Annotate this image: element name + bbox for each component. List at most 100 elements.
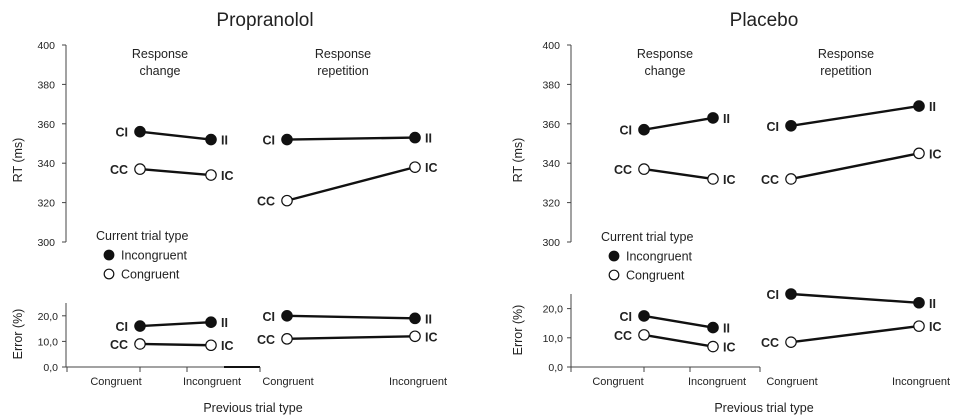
rt-y-tick-label: 400 bbox=[37, 40, 55, 52]
rt-point-label-ii: II bbox=[425, 132, 432, 146]
condition-label-response-change: change bbox=[139, 64, 180, 78]
placebo-title: Placebo bbox=[730, 10, 799, 31]
rt-point-ci bbox=[281, 133, 293, 146]
legend-title: Current trial type bbox=[601, 230, 693, 244]
legend-entry-incongruent: Incongruent bbox=[121, 249, 188, 263]
rt-point-label-cc: CC bbox=[614, 163, 632, 177]
error-point-label-cc: CC bbox=[614, 329, 632, 343]
rt-point-label-ci: CI bbox=[263, 134, 276, 148]
error-point-ci bbox=[134, 320, 146, 332]
x-tick-label: Incongruent bbox=[183, 376, 241, 388]
rt-point-ii bbox=[205, 133, 217, 146]
rt-y-tick-label: 300 bbox=[542, 237, 560, 249]
error-point-label-ci: CI bbox=[620, 310, 633, 324]
error-series-line-ci-ii bbox=[139, 321, 212, 328]
rt-point-ci bbox=[134, 125, 146, 138]
condition-label-response-repetition: repetition bbox=[317, 64, 368, 78]
legend-title: Current trial type bbox=[96, 229, 188, 243]
error-point-label-ic: IC bbox=[425, 330, 438, 344]
rt-point-cc bbox=[281, 194, 293, 207]
error-point-label-ic: IC bbox=[723, 341, 736, 355]
error-point-ii bbox=[205, 316, 217, 328]
rt-point-ii bbox=[913, 100, 925, 112]
rt-y-tick-label: 320 bbox=[37, 198, 55, 210]
rt-y-tick-label: 340 bbox=[542, 158, 560, 170]
propranolol-panel: Propranolol 300 320 340 360 380 400 RT (ms) Resp… bbox=[11, 10, 447, 415]
rt-y-axis-label: RT (ms) bbox=[511, 138, 525, 183]
error-y-axis-label: Error (%) bbox=[11, 309, 25, 360]
error-point-label-ii: II bbox=[723, 322, 730, 336]
rt-y-axis-label: RT (ms) bbox=[11, 138, 25, 183]
condition-label-response-change: change bbox=[644, 64, 685, 78]
error-point-ci bbox=[281, 309, 293, 322]
error-point-cc bbox=[638, 329, 650, 341]
rt-point-label-cc: CC bbox=[257, 195, 275, 209]
rt-series-line-cc-ic bbox=[139, 167, 212, 177]
error-series-line-cc-ic bbox=[286, 335, 416, 341]
rt-point-label-ci: CI bbox=[767, 120, 780, 134]
rt-y-tick-label: 320 bbox=[542, 198, 560, 210]
rt-y-tick-label: 380 bbox=[542, 79, 560, 91]
x-tick-label: Incongruent bbox=[688, 376, 746, 388]
error-y-axis-label: Error (%) bbox=[511, 305, 525, 356]
legend-entry-congruent: Congruent bbox=[626, 269, 685, 283]
error-point-ii bbox=[409, 312, 421, 325]
rt-y-tick-label: 400 bbox=[542, 40, 560, 52]
error-series-line-cc-ic bbox=[643, 333, 714, 348]
error-point-label-cc: CC bbox=[110, 338, 128, 352]
rt-point-ic bbox=[707, 173, 719, 185]
legend-marker-incongruent bbox=[608, 250, 620, 262]
rt-point-label-ic: IC bbox=[221, 169, 234, 183]
error-point-ic bbox=[707, 340, 719, 353]
x-tick-label: Congruent bbox=[592, 376, 643, 388]
placebo-panel: Placebo 300 320 340 360 380 400 RT (ms) Response… bbox=[511, 10, 950, 415]
rt-series-line-ci-ii bbox=[790, 104, 920, 127]
rt-series-line-cc-ic bbox=[643, 167, 714, 181]
rt-point-label-ic: IC bbox=[929, 147, 942, 161]
error-point-label-ii: II bbox=[929, 297, 936, 311]
error-y-tick-label: 10,0 bbox=[543, 333, 564, 345]
rt-series-line-ci-ii bbox=[139, 130, 212, 141]
rt-point-cc bbox=[134, 163, 146, 175]
x-tick-label: Incongruent bbox=[389, 376, 447, 388]
rt-point-ci bbox=[638, 123, 650, 136]
rt-point-cc bbox=[638, 163, 650, 175]
error-point-label-ci: CI bbox=[263, 310, 276, 324]
error-point-label-ci: CI bbox=[767, 288, 780, 302]
error-point-label-ii: II bbox=[221, 316, 228, 330]
error-point-label-cc: CC bbox=[761, 336, 779, 350]
rt-point-ii bbox=[409, 131, 421, 144]
rt-y-tick-label: 360 bbox=[37, 119, 55, 131]
error-series-line-cc-ic bbox=[139, 342, 212, 347]
error-point-ci bbox=[638, 310, 650, 322]
rt-point-label-cc: CC bbox=[761, 173, 779, 187]
error-point-ic bbox=[409, 330, 421, 343]
rt-y-tick-label: 300 bbox=[37, 237, 55, 249]
rt-point-ic bbox=[409, 161, 421, 173]
legend-marker-incongruent bbox=[103, 249, 115, 261]
rt-series-line-ci-ii bbox=[643, 116, 714, 131]
rt-series-line-ci-ii bbox=[286, 136, 416, 141]
x-tick-label: Congruent bbox=[90, 376, 141, 388]
error-y-tick-label: 0,0 bbox=[43, 362, 58, 374]
rt-y-tick-label: 380 bbox=[37, 79, 55, 91]
rt-point-label-ci: CI bbox=[116, 126, 129, 140]
rt-point-cc bbox=[785, 173, 797, 185]
rt-point-label-cc: CC bbox=[110, 163, 128, 177]
error-y-tick-label: 10,0 bbox=[38, 336, 59, 348]
rt-point-ii bbox=[707, 112, 719, 124]
error-series-line-ci-ii bbox=[286, 314, 416, 320]
x-tick-label: Congruent bbox=[766, 376, 817, 388]
error-point-ic bbox=[913, 320, 925, 332]
rt-point-label-ii: II bbox=[221, 134, 228, 148]
error-point-cc bbox=[785, 336, 797, 348]
rt-y-tick-label: 360 bbox=[542, 119, 560, 131]
x-axis-label: Previous trial type bbox=[714, 401, 813, 415]
error-y-tick-label: 20,0 bbox=[38, 311, 59, 323]
condition-label-response-repetition: Response bbox=[315, 47, 371, 61]
rt-point-ci bbox=[785, 119, 797, 132]
condition-label-response-repetition: repetition bbox=[820, 64, 871, 78]
condition-label-response-change: Response bbox=[637, 47, 693, 61]
error-point-ii bbox=[707, 321, 719, 334]
